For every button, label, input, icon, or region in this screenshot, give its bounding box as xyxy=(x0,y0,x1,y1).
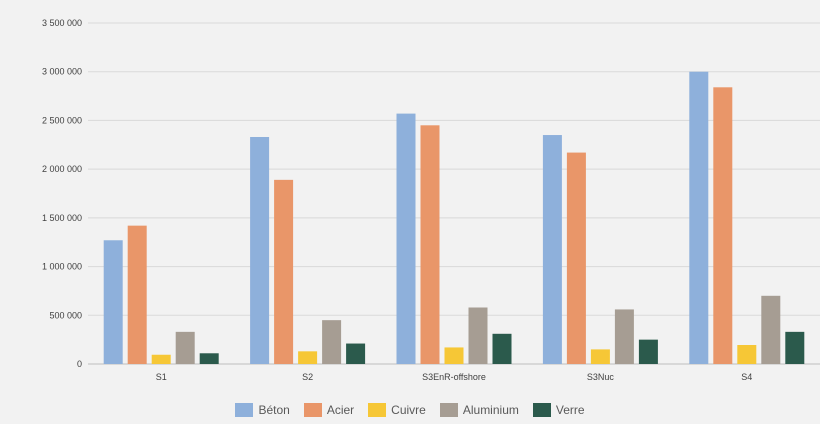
bar-aluminium-s3enr-offshore xyxy=(468,307,488,364)
bar-acier-s4 xyxy=(713,87,733,364)
bar-cuivre-s4 xyxy=(737,345,757,364)
bar-acier-s2 xyxy=(274,179,294,364)
y-tick-label: 1 500 000 xyxy=(42,213,82,223)
legend-label: Verre xyxy=(555,403,585,417)
bar-acier-s3nuc xyxy=(566,152,586,364)
y-tick-label: 0 xyxy=(77,359,82,369)
y-tick-label: 3 000 000 xyxy=(42,67,82,77)
bar-aluminium-s2 xyxy=(322,320,342,364)
legend-item: Cuivre xyxy=(368,403,426,417)
bar-verre-s3nuc xyxy=(638,339,658,364)
bar-acier-s3enr-offshore xyxy=(420,125,440,364)
bar-verre-s3enr-offshore xyxy=(492,333,512,364)
bar-cuivre-s1 xyxy=(151,354,171,364)
bar-cuivre-s2 xyxy=(298,351,318,364)
legend-item: Acier xyxy=(303,403,355,417)
x-tick-label: S3Nuc xyxy=(587,372,615,382)
legend-item: Verre xyxy=(532,403,585,417)
legend-swatch xyxy=(368,403,387,417)
legend-swatch xyxy=(303,403,322,417)
legend: Béton Acier Cuivre Aluminium Verre xyxy=(0,403,820,417)
x-tick-label: S4 xyxy=(741,372,752,382)
bar-aluminium-s3nuc xyxy=(614,309,634,364)
legend-item: Aluminium xyxy=(439,403,519,417)
bar-aluminium-s4 xyxy=(761,295,781,364)
bar-cuivre-s3nuc xyxy=(590,349,610,364)
x-tick-label: S2 xyxy=(302,372,313,382)
legend-label: Cuivre xyxy=(391,403,426,417)
x-axis-tick-labels: S1 S2 S3EnR-offshore S3Nuc S4 xyxy=(156,372,753,382)
legend-label: Acier xyxy=(326,403,355,417)
bar-acier-s1 xyxy=(127,225,147,364)
legend-item: Béton xyxy=(235,403,290,417)
y-tick-label: 500 000 xyxy=(49,310,82,320)
y-tick-label: 1 000 000 xyxy=(42,262,82,272)
bar-cuivre-s3enr-offshore xyxy=(444,347,464,364)
legend-label: Aluminium xyxy=(462,403,519,417)
legend-label: Béton xyxy=(258,403,290,417)
bar-béton-s3enr-offshore xyxy=(396,113,416,364)
bar-béton-s3nuc xyxy=(542,135,562,364)
x-tick-label: S3EnR-offshore xyxy=(422,372,486,382)
y-tick-label: 2 500 000 xyxy=(42,115,82,125)
gridlines xyxy=(88,22,820,365)
bars xyxy=(103,71,805,364)
legend-swatch xyxy=(439,403,458,417)
legend-swatch xyxy=(235,403,254,417)
y-tick-label: 3 500 000 xyxy=(42,18,82,28)
bar-béton-s2 xyxy=(250,136,270,364)
bar-béton-s1 xyxy=(103,240,123,364)
legend-swatch xyxy=(532,403,551,417)
y-tick-label: 2 000 000 xyxy=(42,164,82,174)
bar-béton-s4 xyxy=(689,71,709,364)
bar-verre-s4 xyxy=(785,331,805,364)
y-axis-tick-labels: 0 500 000 1 000 000 1 500 000 2 000 000 2 500… xyxy=(42,18,82,369)
x-tick-label: S1 xyxy=(156,372,167,382)
bar-aluminium-s1 xyxy=(175,331,195,364)
bar-verre-s2 xyxy=(346,343,366,364)
bar-verre-s1 xyxy=(199,353,219,364)
